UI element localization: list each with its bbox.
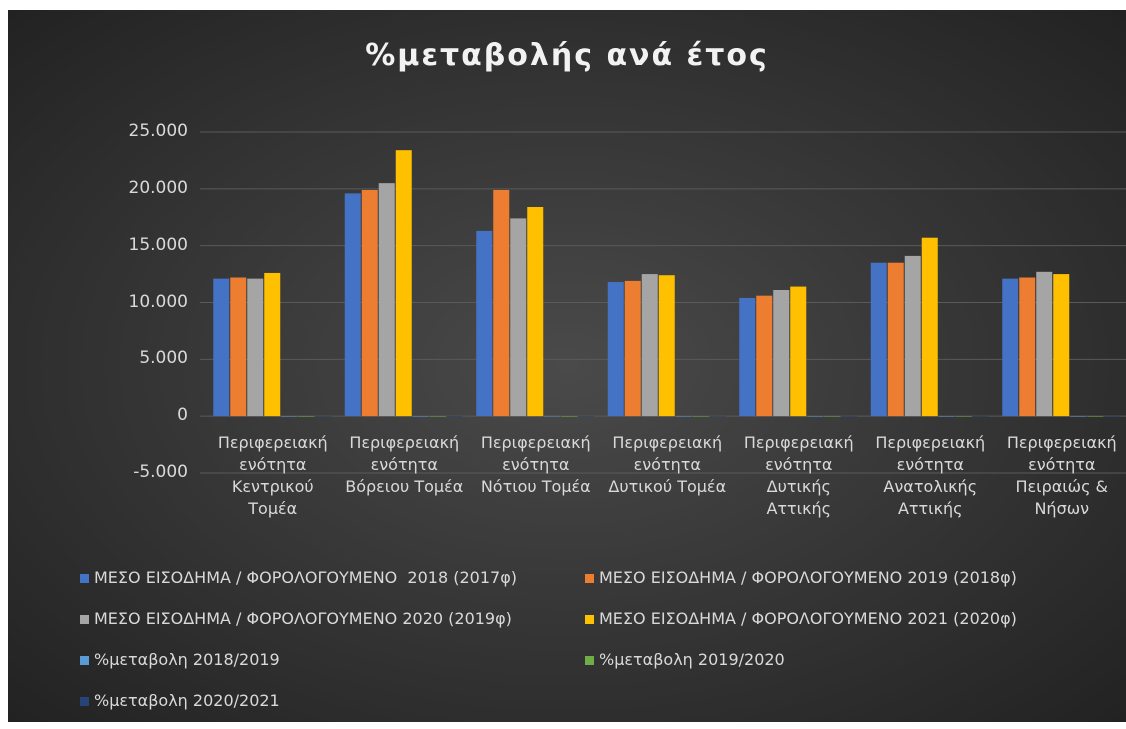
bar: [213, 278, 230, 417]
bar: [1053, 274, 1070, 417]
bar: [344, 193, 361, 417]
y-tick-label: 0: [177, 405, 188, 426]
bar: [476, 230, 493, 417]
bar: [1002, 278, 1019, 417]
bar: [429, 416, 446, 417]
x-tick-label: Περιφερειακή ενότητα Δυτικού Τομέα: [608, 433, 727, 496]
legend-marker: [80, 656, 89, 665]
legend-label: %μεταβολη 2019/2020: [599, 650, 785, 669]
bar: [756, 295, 773, 417]
x-tick-label: Περιφερειακή ενότητα Κεντρικού Τομέα: [217, 433, 328, 518]
bar: [938, 416, 955, 417]
y-tick-label: 15.000: [128, 234, 188, 255]
bar: [264, 272, 281, 417]
x-tick-label: Περιφερειακή ενότητα Βόρειου Τομέα: [345, 433, 464, 496]
x-tick-label: Περιφερειακή ενότητα Νότιου Τομέα: [480, 433, 591, 496]
bar: [1070, 416, 1087, 417]
y-tick-label: 25.000: [128, 121, 188, 141]
bar: [773, 289, 790, 417]
bar: [972, 416, 989, 417]
legend-marker: [80, 615, 89, 624]
bar: [1104, 416, 1121, 417]
legend-label: %μεταβολη 2018/2019: [94, 650, 280, 669]
y-tick-label: 10.000: [128, 291, 188, 312]
y-tick-label: -5.000: [133, 462, 188, 482]
bar: [641, 274, 658, 417]
bar: [955, 416, 972, 417]
bar: [395, 150, 412, 417]
legend-label: ΜΕΣΟ ΕΙΣΟΔΗΜΑ / ΦΟΡΟΛΟΓΟΥΜΕΝΟ 2019 (2018…: [599, 568, 1017, 587]
bar: [607, 282, 624, 417]
legend-label: ΜΕΣΟ ΕΙΣΟΔΗΜΑ / ΦΟΡΟΛΟΓΟΥΜΕΝΟ 2021 (2020…: [599, 609, 1017, 628]
bar: [692, 416, 709, 417]
bar: [870, 262, 887, 417]
y-tick-label: 20.000: [128, 177, 188, 198]
bar: [1087, 416, 1104, 417]
bar: [578, 416, 595, 417]
bar: [281, 416, 298, 417]
bar: [824, 416, 841, 417]
legend-marker: [585, 574, 594, 583]
bar: [230, 277, 247, 417]
bar: [315, 416, 332, 417]
bar: [904, 255, 921, 417]
x-tick-label: Περιφερειακή ενότητα Ανατολικής Αττικής: [875, 433, 986, 518]
bar: [561, 416, 578, 417]
bar: [887, 262, 904, 417]
bar: [412, 416, 429, 417]
bar: [493, 189, 510, 417]
bar: [1036, 271, 1053, 417]
bar: [807, 416, 824, 417]
legend-label: %μεταβολη 2020/2021: [94, 691, 280, 710]
legend-marker: [585, 656, 594, 665]
legend-label: ΜΕΣΟ ΕΙΣΟΔΗΜΑ / ΦΟΡΟΛΟΓΟΥΜΕΝΟ 2020 (2019…: [94, 609, 512, 628]
bar: [361, 189, 378, 417]
bar: [446, 416, 463, 417]
legend-label: ΜΕΣΟ ΕΙΣΟΔΗΜΑ / ΦΟΡΟΛΟΓΟΥΜΕΝΟ 2018 (2017…: [94, 568, 517, 587]
x-tick-label: Περιφερειακή ενότητα Πειραιώς & Νήσων: [1006, 433, 1117, 518]
y-tick-label: 5.000: [139, 348, 188, 369]
x-tick-label: Περιφερειακή ενότητα Δυτικής Αττικής: [743, 433, 854, 518]
bar: [739, 297, 756, 417]
bar: [658, 275, 675, 417]
bar: [378, 183, 395, 417]
bar: [544, 415, 561, 417]
bar: [510, 218, 527, 417]
bar: [921, 237, 938, 417]
bar: [247, 278, 264, 417]
legend-marker: [80, 574, 89, 583]
bar: [1019, 277, 1036, 417]
legend-marker: [80, 697, 89, 706]
chart-background: [8, 10, 1126, 722]
bar: [527, 207, 544, 417]
bar: [675, 416, 692, 417]
bar: [841, 416, 858, 417]
bar: [624, 280, 641, 417]
chart-title: %μεταβολής ανά έτος: [365, 38, 769, 73]
bar: [298, 416, 315, 417]
legend-marker: [585, 615, 594, 624]
bar: [790, 286, 807, 417]
bar: [709, 416, 726, 417]
